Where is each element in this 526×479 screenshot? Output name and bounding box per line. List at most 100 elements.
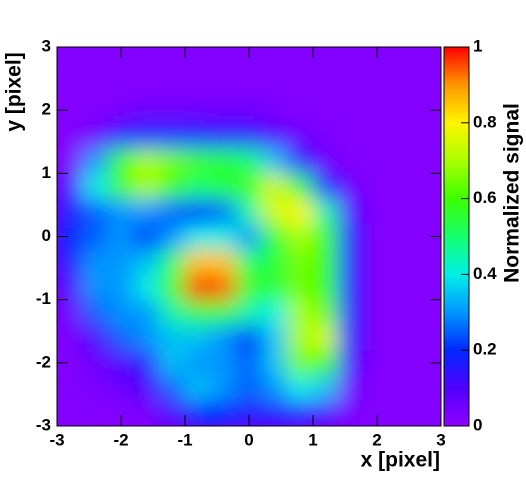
heatmap-cell: [210, 374, 237, 402]
heatmap-cell: [261, 122, 288, 149]
y-tick-label: 0: [42, 226, 51, 245]
heatmap-cell: [82, 223, 109, 250]
heatmap-cell: [312, 47, 340, 73]
heatmap-cell: [235, 248, 263, 275]
heatmap-cell: [312, 299, 340, 326]
x-tick-label: 0: [244, 430, 253, 449]
heatmap-cell: [82, 299, 109, 326]
heatmap-cell: [286, 400, 314, 426]
heatmap-cell: [210, 97, 237, 124]
heatmap-cell: [184, 248, 212, 275]
heatmap-cell: [338, 223, 365, 250]
heatmap-cell: [363, 198, 391, 225]
heatmap-cell: [338, 299, 365, 326]
heatmap-cell: [235, 172, 263, 200]
heatmap-cell: [389, 324, 416, 351]
heatmap-cell: [184, 273, 212, 301]
heatmap-cell: [235, 349, 263, 376]
heatmap-cell: [312, 122, 340, 149]
heatmap-cell: [261, 71, 288, 99]
heatmap-cell: [82, 122, 109, 149]
heatmap-cell: [210, 147, 237, 174]
heatmap-cell: [57, 248, 84, 275]
heatmap-cell: [338, 122, 365, 149]
x-tick-label: -2: [113, 430, 128, 449]
heatmap-cell: [133, 97, 160, 124]
heatmap-cell: [312, 71, 340, 99]
heatmap-cell: [82, 273, 109, 301]
heatmap-cell: [363, 97, 391, 124]
heatmap-cell: [363, 147, 391, 174]
heatmap-cell: [133, 122, 160, 149]
heatmap-cell: [107, 223, 135, 250]
heatmap-cell: [389, 172, 416, 200]
heatmap-cell: [210, 273, 237, 301]
heatmap-cell: [261, 172, 288, 200]
heatmap-cell: [338, 324, 365, 351]
heatmap-cell: [389, 71, 416, 99]
heatmap-cell: [158, 324, 186, 351]
heatmap-cell: [338, 198, 365, 225]
heatmap-cell: [261, 223, 288, 250]
heatmap-cell: [363, 273, 391, 301]
x-tick-label: 3: [436, 430, 445, 449]
heatmap-cell: [286, 324, 314, 351]
heatmap-cell: [235, 324, 263, 351]
heatmap-cell: [363, 71, 391, 99]
heatmap-cell: [312, 172, 340, 200]
heatmap-cell: [235, 97, 263, 124]
heatmap-cell: [312, 349, 340, 376]
heatmap-cell: [133, 400, 160, 426]
heatmap-cell: [158, 400, 186, 426]
heatmap-cell: [261, 147, 288, 174]
heatmap-cell: [184, 374, 212, 402]
heatmap-cell: [286, 71, 314, 99]
heatmap-cell: [210, 324, 237, 351]
heatmap-cell: [184, 198, 212, 225]
heatmap-cell: [235, 147, 263, 174]
plot-area: [57, 47, 441, 426]
heatmap-cell: [158, 273, 186, 301]
heatmap-cell: [414, 273, 441, 301]
heatmap-cell: [363, 349, 391, 376]
heatmap-cell: [107, 198, 135, 225]
heatmap-cell: [57, 122, 84, 149]
heatmap-cell: [158, 198, 186, 225]
colorbar-tick-label: 0.4: [473, 264, 497, 283]
heatmap-cell: [107, 147, 135, 174]
heatmap-cell: [184, 299, 212, 326]
heatmap-cell: [158, 122, 186, 149]
heatmap-cell: [389, 299, 416, 326]
heatmap-cell: [363, 374, 391, 402]
heatmap-cell: [82, 198, 109, 225]
heatmap-cell: [184, 400, 212, 426]
heatmap-cell: [363, 299, 391, 326]
x-tick-label: 2: [372, 430, 381, 449]
heatmap-cell: [158, 223, 186, 250]
heatmap-cell: [107, 324, 135, 351]
heatmap-cell: [210, 172, 237, 200]
heatmap-cell: [261, 299, 288, 326]
heatmap-cell: [338, 374, 365, 402]
heatmap-cell: [57, 172, 84, 200]
colorbar-tick-label: 1: [473, 36, 482, 55]
heatmap-cell: [338, 47, 365, 73]
heatmap-cell: [184, 324, 212, 351]
heatmap-cell: [235, 374, 263, 402]
heatmap-cell: [414, 122, 441, 149]
heatmap-cell: [184, 71, 212, 99]
heatmap-cell: [312, 374, 340, 402]
x-tick-label: -1: [177, 430, 192, 449]
heatmap-cell: [286, 172, 314, 200]
heatmap-cell: [338, 248, 365, 275]
heatmap-cell: [414, 71, 441, 99]
heatmap-cell: [312, 198, 340, 225]
heatmap-cell: [57, 198, 84, 225]
heatmap-cell: [312, 273, 340, 301]
heatmap-cell: [414, 198, 441, 225]
heatmap-cell: [82, 248, 109, 275]
heatmap-cell: [389, 47, 416, 73]
heatmap-cell: [133, 273, 160, 301]
heatmap-cell: [414, 47, 441, 73]
heatmap-cell: [235, 223, 263, 250]
